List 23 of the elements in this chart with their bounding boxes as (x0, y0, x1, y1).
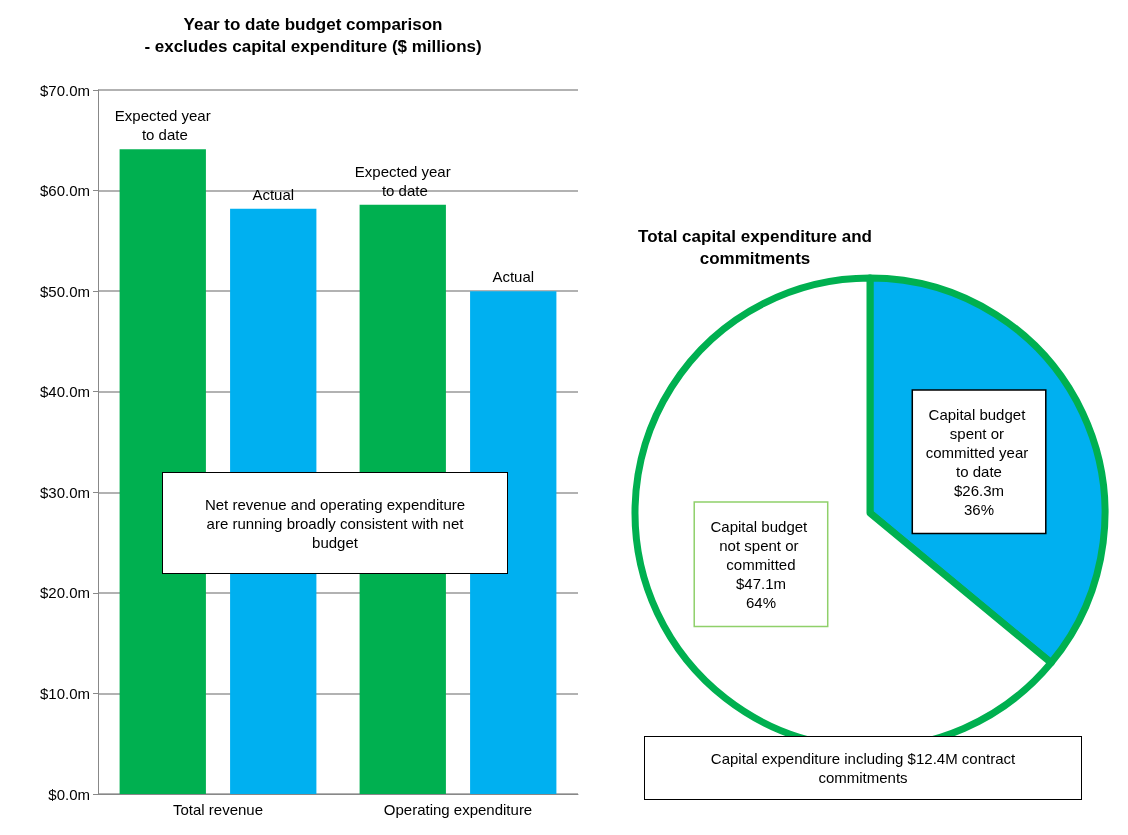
y-tick-label: $60.0m (39, 182, 90, 200)
y-tick-label: $30.0m (39, 483, 90, 501)
slice-label: Capital budget spent or committed year to date (925, 405, 1033, 480)
y-tick-label: $40.0m (39, 383, 90, 401)
chart-title: Total capital expenditure and commitments (638, 226, 872, 268)
slice-label: Capital budget not spent or committed (710, 517, 812, 573)
note-box: Net revenue and operating expenditure are running broadly consistent with net budget (162, 472, 508, 574)
x-tick-label: Total revenue (172, 801, 264, 818)
y-tick-label: $50.0m (39, 282, 90, 300)
series-label: Expected year to date (354, 162, 451, 199)
chart-title: Year to date budget comparison - excludes capital expenditure ($ millions) (144, 14, 482, 56)
data-label: $26.3m 36% (954, 481, 1005, 518)
y-tick-label: $10.0m (39, 684, 90, 702)
bar (119, 149, 206, 794)
text: Actual (492, 268, 535, 286)
note-box: Capital expenditure including $12.4M contract commitments (644, 736, 1082, 800)
series-label: Actual (252, 185, 295, 203)
y-tick-label: $70.0m (39, 81, 90, 99)
text: Expected year to date (114, 107, 211, 144)
x-tick-label: Operating expenditure (383, 801, 533, 818)
y-tick-label: $0.0m (48, 785, 90, 803)
data-label: $47.1m 64% (735, 574, 786, 611)
y-tick-label: $20.0m (39, 584, 90, 602)
